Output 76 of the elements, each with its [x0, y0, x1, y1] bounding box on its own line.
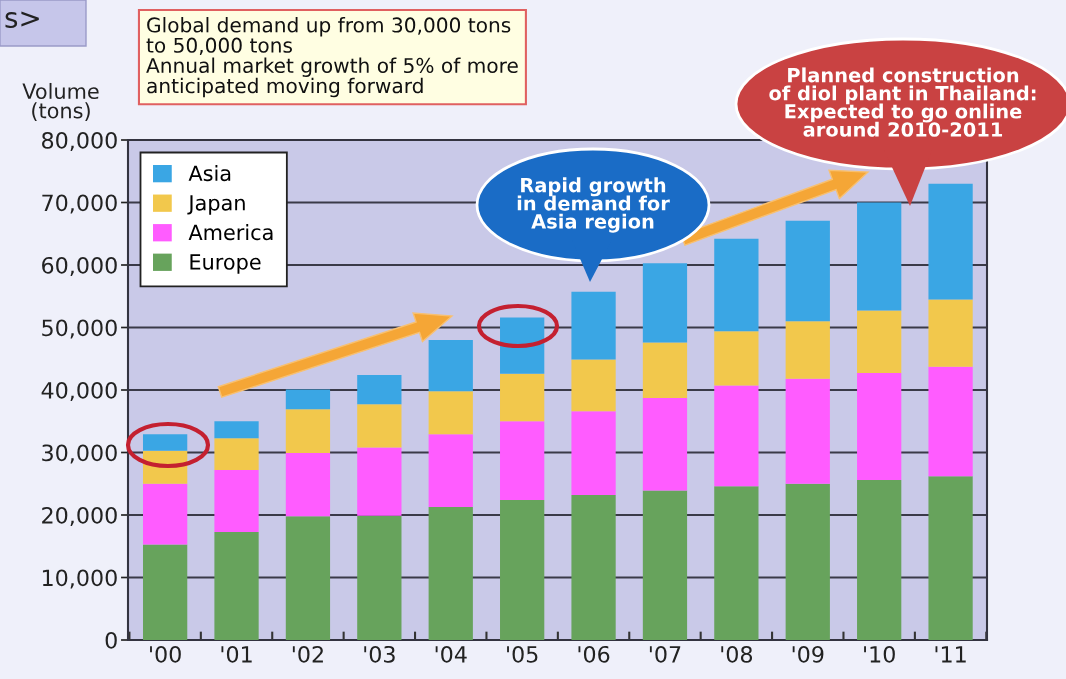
bar: [214, 470, 259, 532]
y-axis-title: Volume (tons): [22, 82, 99, 121]
bar: [642, 342, 688, 399]
bar: [428, 434, 473, 507]
x-tick-label: '04: [435, 645, 467, 663]
bar: [357, 404, 402, 448]
bar: [857, 202, 902, 311]
x-tick-label: '01: [221, 645, 252, 663]
x-tick-label: '08: [721, 645, 753, 663]
bar: [285, 516, 331, 640]
bar: [785, 220, 830, 322]
bar: [214, 438, 259, 470]
y-tick-label: 0: [105, 631, 117, 649]
bar: [571, 411, 616, 495]
x-tick-label: '06: [578, 645, 610, 663]
annotation: Rapid growth in demand for Asia region: [517, 177, 670, 233]
bar: [214, 531, 259, 640]
text: Global demand up from 30,000 tons to 50,000 tons Annual market growth of 5% of more anticipated moving forward: [146, 17, 518, 98]
y-tick-label: 20,000: [42, 506, 117, 527]
bar: [357, 447, 402, 516]
text: Planned construction of diol plant in Thailand: Expected to go online around 2010-2011: [769, 67, 1036, 137]
bar: [143, 544, 188, 640]
x-tick-label: '02: [292, 645, 323, 663]
bar: [428, 506, 473, 640]
bar: [642, 398, 688, 491]
x-tick-label: '03: [364, 645, 395, 663]
bar: [571, 495, 616, 640]
bar: [785, 378, 830, 484]
bar: [214, 421, 259, 439]
bar: [500, 500, 545, 640]
bar: [785, 321, 830, 379]
bar: [642, 490, 688, 640]
text: s>: [5, 11, 39, 29]
x-tick-label: '09: [792, 645, 824, 663]
legend-label: Europe: [190, 254, 261, 274]
bar: [285, 409, 331, 454]
bar: [357, 375, 402, 405]
bar: [857, 310, 902, 374]
x-tick-label: '00: [150, 645, 181, 663]
bar: [928, 299, 973, 367]
bar: [500, 421, 545, 500]
bar: [714, 486, 759, 640]
x-tick-label: '07: [649, 645, 681, 663]
bar: [143, 434, 188, 451]
bar: [928, 366, 973, 477]
y-tick-label: 80,000: [42, 131, 117, 152]
y-tick-label: 10,000: [42, 569, 117, 589]
y-tick-label: 40,000: [41, 381, 117, 402]
bar: [857, 480, 902, 640]
bar: [285, 453, 331, 517]
y-tick-label: 50,000: [42, 319, 117, 339]
legend-label: Japan: [187, 195, 245, 215]
bar: [571, 291, 616, 360]
bar: [428, 391, 473, 435]
bar: [571, 359, 616, 412]
bar: [928, 476, 973, 640]
bar: [285, 389, 331, 410]
bar: [143, 483, 188, 545]
bar: [714, 385, 759, 487]
bar: [714, 238, 759, 332]
bar: [357, 515, 402, 640]
legend-label: Asia: [188, 165, 231, 182]
y-tick-label: 30,000: [42, 444, 117, 464]
bar: [785, 483, 830, 640]
y-tick-label: 60,000: [42, 256, 117, 277]
legend-label: America: [188, 224, 273, 241]
x-tick-label: '11: [935, 646, 966, 663]
x-tick-label: '05: [507, 645, 538, 663]
y-tick-label: 70,000: [42, 194, 117, 214]
bar: [857, 373, 902, 480]
bar: [714, 331, 759, 386]
bar: [428, 340, 473, 392]
bar: [642, 263, 688, 343]
x-tick-label: '10: [864, 645, 895, 663]
bar: [928, 183, 973, 300]
bar: [500, 373, 545, 422]
